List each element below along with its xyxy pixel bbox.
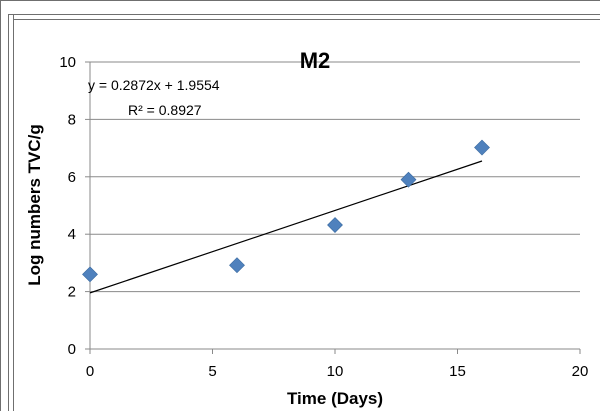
y-tick-labels: 0 2 4 6 8 10 (59, 54, 76, 358)
chart-title: M2 (300, 48, 331, 73)
axes (85, 61, 581, 354)
y-axis-title: Log numbers TVC/g (25, 124, 44, 286)
y-tick-label: 8 (68, 111, 76, 128)
r-squared-label: R² = 0.8927 (128, 102, 202, 118)
x-tick-label: 15 (449, 363, 466, 380)
frame-edge-left-inner (8, 14, 9, 411)
data-point-marker (400, 171, 417, 188)
frame-edge-top (0, 0, 600, 1)
data-point-marker (229, 257, 245, 274)
chart-area-edge-top (13, 19, 600, 20)
chart-area-edge-left (13, 14, 14, 411)
trendline (89, 160, 483, 294)
data-point-marker (474, 139, 490, 156)
x-tick-labels: 0 5 10 15 20 (86, 363, 589, 380)
y-tick-label: 0 (68, 341, 76, 358)
trendline-equation: y = 0.2872x + 1.9554 (88, 77, 220, 93)
x-tick-label: 20 (572, 363, 589, 380)
data-points (82, 139, 490, 283)
frame-edge-top-inner (8, 14, 600, 15)
x-tick-label: 0 (86, 363, 94, 380)
x-tick-label: 10 (327, 363, 344, 380)
x-tick-label: 5 (208, 363, 216, 380)
gridlines (90, 61, 580, 293)
frame-edge-left (0, 0, 1, 411)
y-tick-label: 2 (68, 284, 76, 301)
x-axis-title: Time (Days) (287, 389, 383, 408)
linear-trendline (89, 160, 483, 294)
y-tick-label: 4 (68, 226, 76, 243)
y-tick-label: 10 (59, 54, 76, 71)
data-point-marker (82, 266, 98, 283)
data-point-marker (327, 217, 343, 233)
y-tick-label: 6 (68, 169, 76, 186)
